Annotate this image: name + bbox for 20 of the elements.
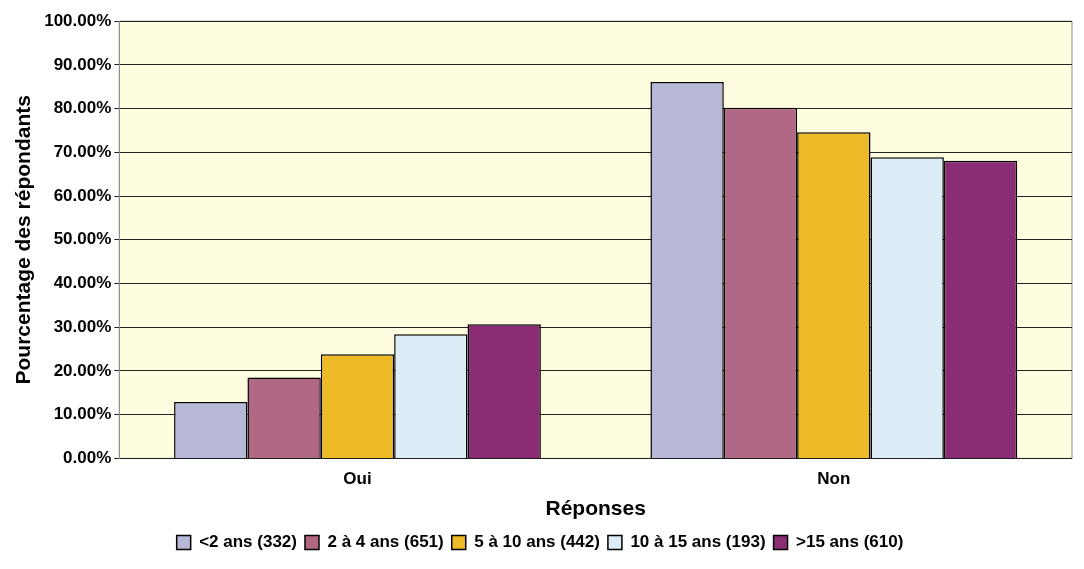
y-tick-label: 80.00% xyxy=(53,98,112,118)
x-axis-title: Réponses xyxy=(545,496,646,520)
legend-label: 5 à 10 ans (442) xyxy=(474,532,600,552)
y-tick-label: 70.00% xyxy=(53,142,112,162)
legend-label: 2 à 4 ans (651) xyxy=(327,532,444,552)
legend-label: <2 ans (332) xyxy=(199,532,297,552)
y-axis-title: Pourcentage des répondants xyxy=(11,95,35,385)
y-tick-label: 100.00% xyxy=(44,10,112,30)
y-tick-label: 30.00% xyxy=(53,316,112,336)
y-tick-label: 60.00% xyxy=(53,185,112,205)
y-tick-label: 90.00% xyxy=(53,54,112,74)
y-tick-label: 10.00% xyxy=(53,404,112,424)
y-tick-label: 40.00% xyxy=(53,273,112,293)
x-tick-label: Non xyxy=(817,469,851,489)
x-tick-label: Oui xyxy=(343,469,372,489)
legend-label: 10 à 15 ans (193) xyxy=(630,532,766,552)
y-tick-label: 50.00% xyxy=(53,229,112,249)
y-tick-label: 0.00% xyxy=(63,448,112,468)
legend-label: >15 ans (610) xyxy=(796,532,904,552)
y-tick-label: 20.00% xyxy=(53,360,112,380)
